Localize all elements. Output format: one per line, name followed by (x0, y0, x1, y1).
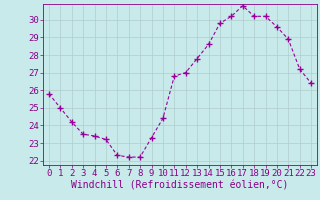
X-axis label: Windchill (Refroidissement éolien,°C): Windchill (Refroidissement éolien,°C) (71, 181, 289, 191)
